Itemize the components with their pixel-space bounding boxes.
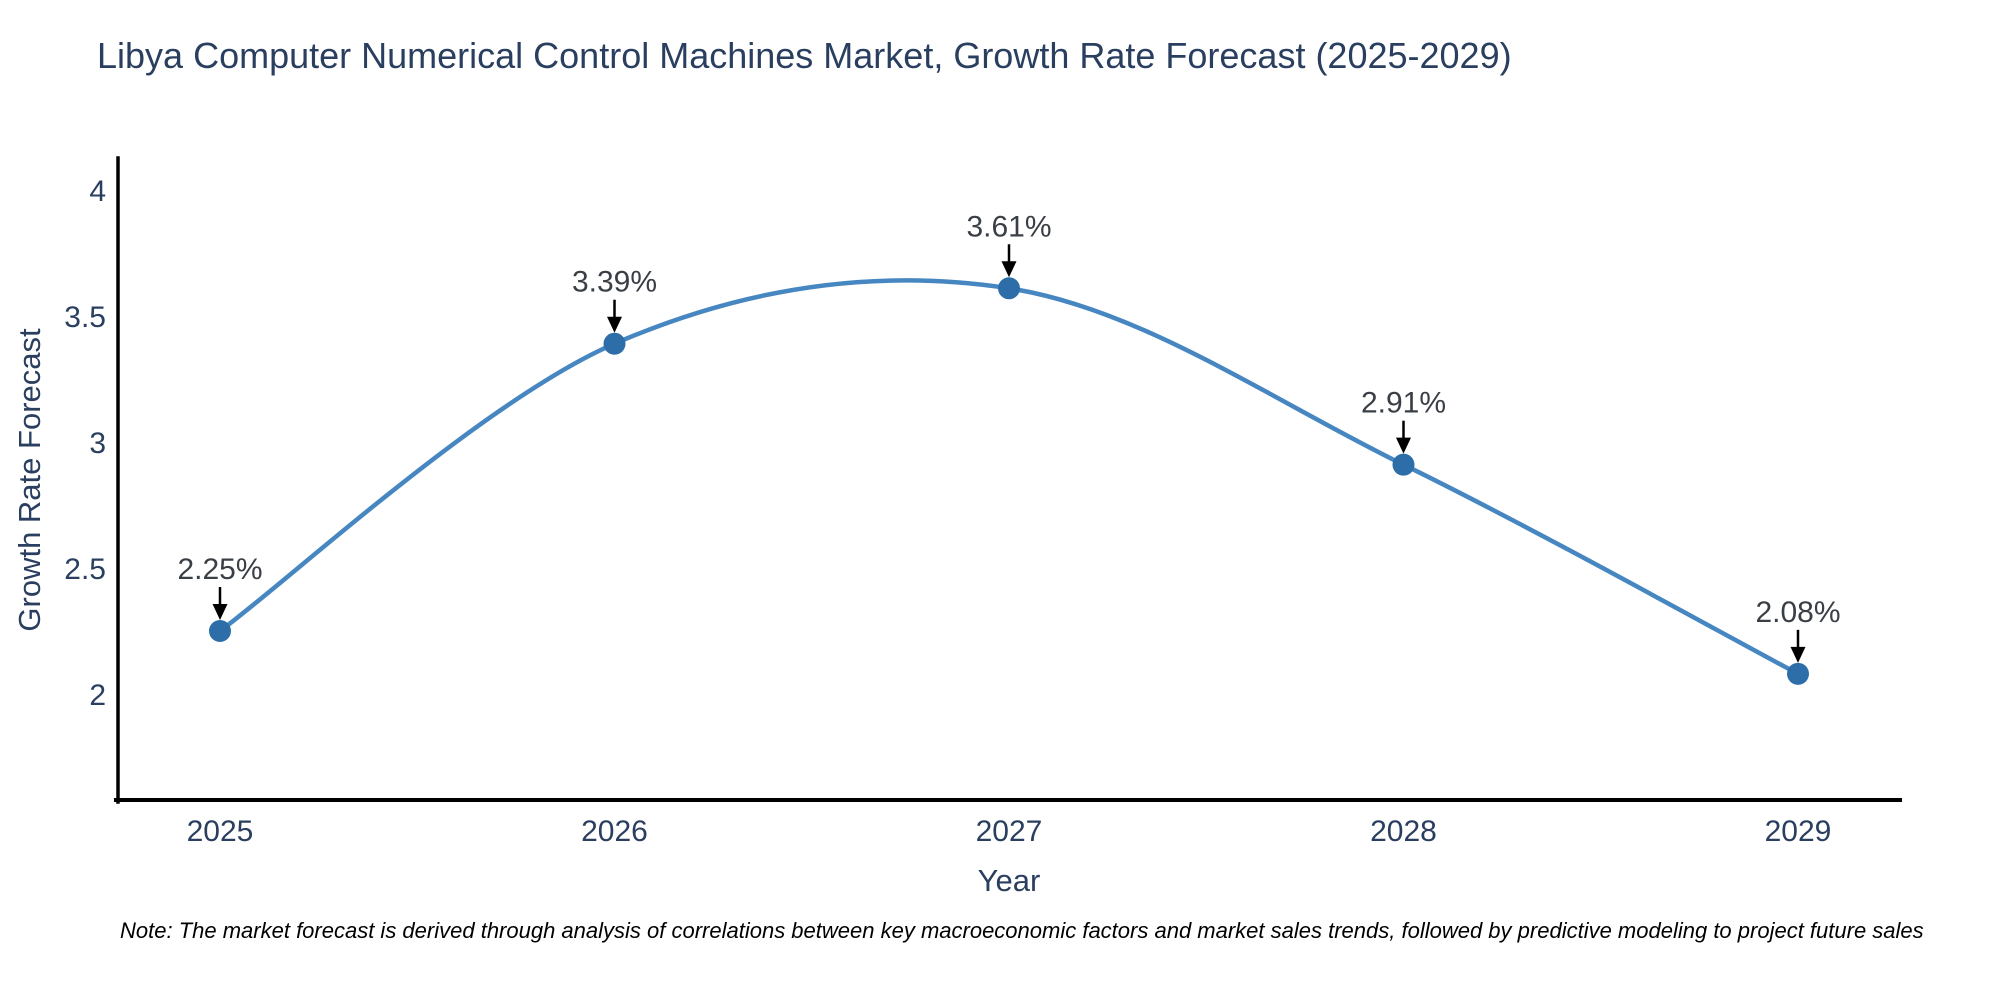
annotation-value-label: 2.91%: [1361, 387, 1446, 420]
x-tick-label: 2025: [187, 815, 254, 848]
y-tick-label: 2: [89, 679, 106, 712]
series-markers: [209, 277, 1809, 685]
annotation: 2.91%: [1361, 387, 1446, 454]
x-tick-label: 2027: [976, 815, 1043, 848]
x-axis: 2025 2026 2027 2028 2029 Year: [114, 798, 1902, 898]
data-point-marker[interactable]: [1392, 453, 1415, 476]
annotation: 2.08%: [1755, 596, 1841, 663]
annotation-value-label: 2.08%: [1755, 596, 1840, 629]
y-tick-label: 3.5: [64, 301, 106, 334]
annotation-arrowhead-icon: [1790, 646, 1806, 663]
y-tick-label: 2.5: [64, 553, 106, 586]
annotation-value-label: 3.61%: [966, 210, 1051, 243]
annotation-arrowhead-icon: [212, 604, 228, 620]
annotation-arrowhead-icon: [1396, 437, 1411, 454]
data-annotations: 2.25% 3.39% 3.61% 2.91% 2.08%: [177, 210, 1841, 663]
footnote: Note: The market forecast is derived thr…: [120, 918, 1924, 943]
x-tick-label: 2026: [581, 815, 648, 848]
data-point-marker[interactable]: [209, 620, 231, 642]
y-axis: 4 3.5 3 2.5 2 Growth Rate Forecast: [12, 156, 120, 804]
data-point-marker[interactable]: [1787, 662, 1809, 685]
y-axis-title: Growth Rate Forecast: [12, 328, 47, 632]
annotation-value-label: 2.25%: [177, 553, 262, 586]
data-point-marker[interactable]: [603, 332, 626, 355]
annotation: 3.61%: [966, 210, 1052, 278]
annotation-value-label: 3.39%: [572, 266, 657, 299]
annotation: 3.39%: [572, 266, 657, 333]
chart-title: Libya Computer Numerical Control Machine…: [97, 35, 1512, 76]
data-point-marker[interactable]: [998, 277, 1020, 300]
y-tick-label: 4: [89, 175, 106, 208]
series-spline-line: [217, 278, 1801, 677]
annotation-arrowhead-icon: [607, 316, 622, 333]
annotation-arrowhead-icon: [1001, 261, 1017, 278]
x-tick-label: 2029: [1765, 815, 1832, 848]
annotation: 2.25%: [177, 553, 263, 620]
y-tick-label: 3: [89, 427, 106, 460]
x-axis-title: Year: [978, 863, 1041, 898]
x-tick-label: 2028: [1370, 815, 1437, 848]
